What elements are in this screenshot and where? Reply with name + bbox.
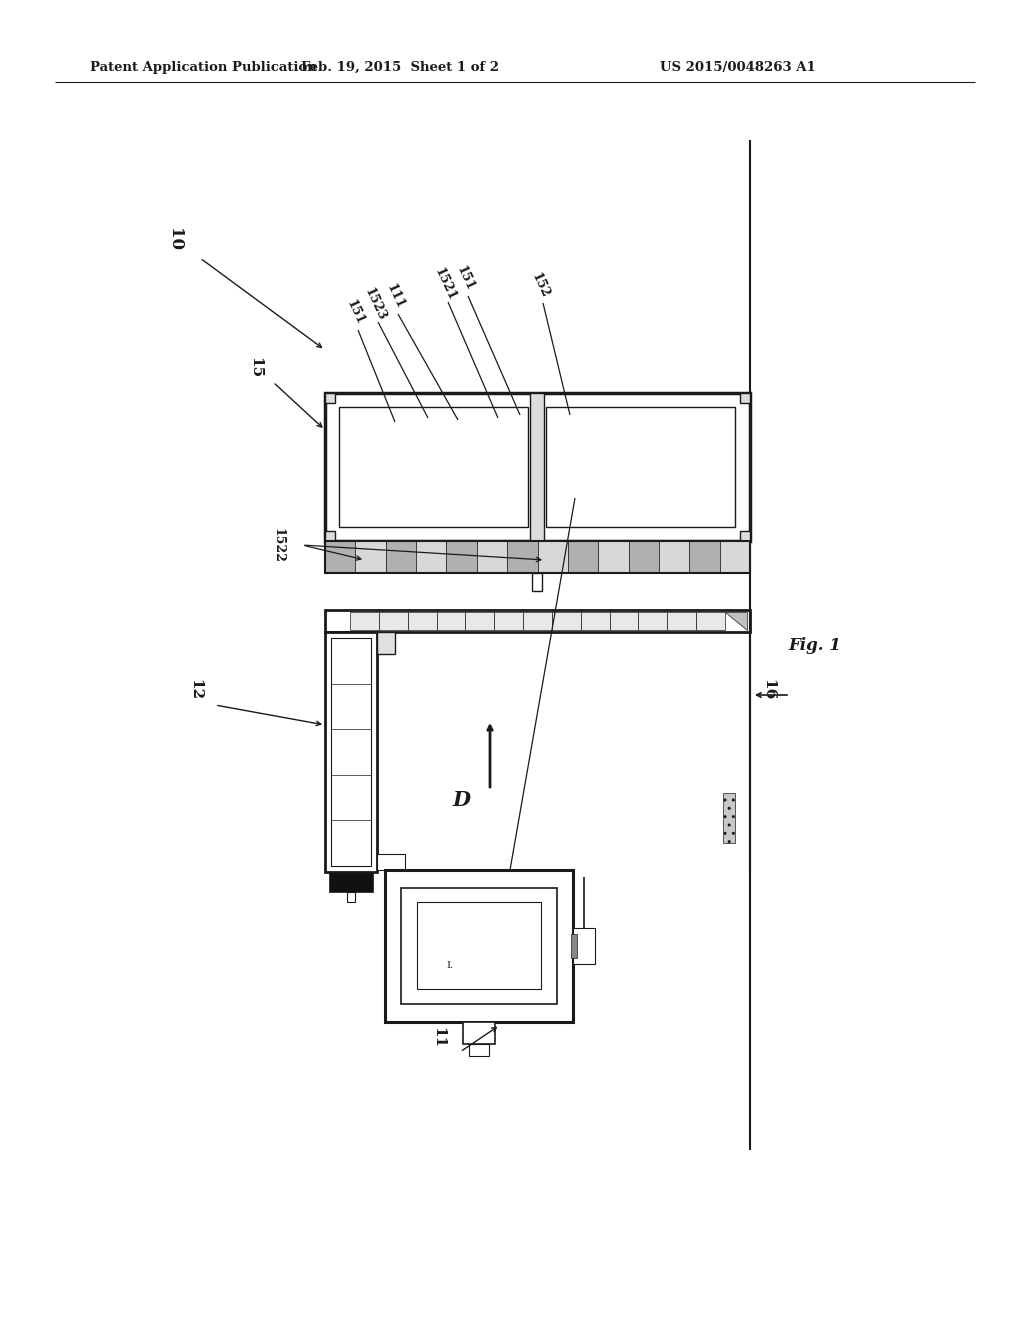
Polygon shape	[725, 612, 746, 630]
Bar	[325, 632, 377, 873]
Bar	[469, 1044, 489, 1056]
Bar	[552, 612, 581, 630]
Text: 10: 10	[167, 228, 183, 252]
Text: 151: 151	[454, 264, 476, 293]
Bar	[355, 541, 386, 573]
Bar	[325, 531, 335, 541]
Circle shape	[346, 822, 356, 832]
Bar	[598, 541, 629, 573]
Text: 111: 111	[384, 281, 407, 310]
Bar	[629, 541, 658, 573]
Bar	[377, 632, 395, 653]
Bar	[379, 612, 408, 630]
Bar	[325, 541, 355, 573]
Circle shape	[346, 672, 356, 682]
Bar	[385, 870, 573, 1022]
Bar	[463, 1022, 495, 1044]
Bar	[329, 873, 373, 892]
Bar	[581, 612, 609, 630]
Text: 11: 11	[431, 1027, 445, 1048]
Bar	[696, 612, 725, 630]
Text: 1522: 1522	[271, 528, 285, 562]
Bar	[350, 612, 379, 630]
Bar	[668, 612, 696, 630]
Bar	[658, 541, 689, 573]
Bar	[377, 854, 406, 870]
Bar	[538, 541, 568, 573]
Text: 152: 152	[528, 271, 551, 300]
Text: 1523: 1523	[361, 285, 388, 322]
Bar	[638, 612, 668, 630]
Bar	[740, 393, 750, 403]
Text: I.: I.	[446, 961, 454, 969]
Bar	[347, 892, 355, 902]
Circle shape	[339, 814, 362, 840]
Bar	[325, 610, 750, 632]
Bar	[325, 393, 335, 403]
Text: US 2015/0048263 A1: US 2015/0048263 A1	[660, 61, 816, 74]
Text: Fig. 1: Fig. 1	[788, 636, 842, 653]
Text: 12: 12	[188, 680, 202, 701]
Bar	[339, 407, 528, 527]
Text: 151: 151	[344, 297, 367, 326]
Bar	[571, 935, 577, 958]
Bar	[495, 612, 523, 630]
Text: Patent Application Publication: Patent Application Publication	[90, 61, 316, 74]
Text: Feb. 19, 2015  Sheet 1 of 2: Feb. 19, 2015 Sheet 1 of 2	[301, 61, 499, 74]
Text: 16: 16	[761, 680, 775, 701]
Polygon shape	[723, 793, 735, 843]
Bar	[573, 928, 595, 964]
Bar	[446, 541, 477, 573]
Bar	[740, 531, 750, 541]
Bar	[465, 612, 495, 630]
Bar	[351, 477, 528, 527]
Bar	[523, 612, 552, 630]
Bar	[401, 888, 557, 1005]
Bar	[408, 612, 436, 630]
Bar	[325, 393, 750, 541]
Bar	[532, 573, 542, 591]
Bar	[325, 541, 750, 573]
Bar	[507, 541, 538, 573]
Bar	[546, 407, 735, 527]
Bar	[609, 612, 638, 630]
Bar	[530, 393, 544, 541]
Text: 15: 15	[248, 358, 262, 379]
Bar	[568, 541, 598, 573]
Bar	[720, 541, 750, 573]
Text: 1521: 1521	[432, 265, 459, 302]
Bar	[416, 541, 446, 573]
Polygon shape	[339, 793, 351, 843]
Text: D: D	[453, 789, 471, 810]
Bar	[689, 541, 720, 573]
Bar	[386, 541, 416, 573]
Bar	[331, 638, 371, 866]
Bar	[546, 477, 723, 527]
Bar	[417, 902, 541, 989]
Bar	[477, 541, 507, 573]
Circle shape	[339, 665, 362, 689]
Bar	[436, 612, 465, 630]
